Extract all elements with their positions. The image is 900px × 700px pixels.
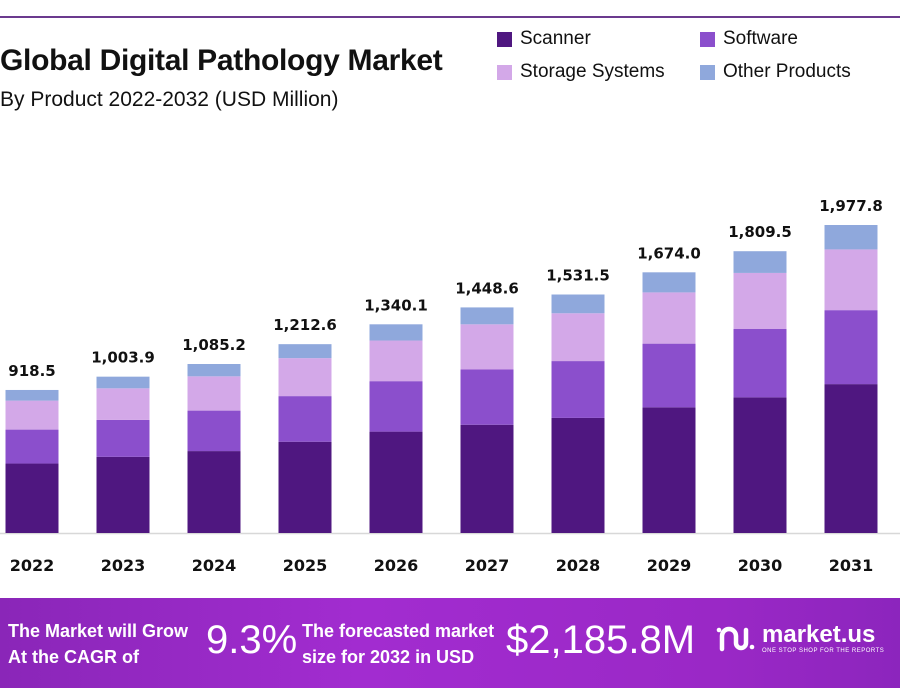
bar-total-label: 1,674.0 (637, 244, 701, 262)
bar-segment-other-products-2022 (5, 389, 59, 401)
bar-segment-scanner-2030 (733, 397, 787, 533)
bar-segment-storage-systems-2022 (5, 400, 59, 430)
legend-label: Software (723, 28, 798, 49)
bar-segment-other-products-2026 (369, 324, 423, 341)
bar-total-label: 1,212.6 (273, 316, 337, 334)
legend-other-products: Other Products (700, 61, 851, 83)
logo-text: market.us (762, 621, 876, 648)
bar-segment-software-2024 (187, 410, 241, 452)
bar-segment-software-2027 (460, 369, 514, 425)
top-divider (0, 16, 900, 18)
legend-software: Software (700, 28, 798, 50)
bar-segment-software-2030 (733, 328, 787, 398)
bar-segment-storage-systems-2030 (733, 272, 787, 329)
legend-swatch-software (700, 31, 715, 47)
bar-segment-storage-systems-2025 (278, 358, 332, 397)
x-tick-label: 2030 (738, 556, 783, 575)
x-tick-label: 2028 (556, 556, 601, 575)
stacked-bar-chart: 918.5 2022 1,003.9 2023 1,085.2 2024 1,212.6 20… (0, 197, 900, 575)
cagr-value: 9.3% (206, 618, 298, 662)
bar-segment-other-products-2031 (824, 225, 878, 250)
x-tick-label: 2022 (10, 556, 55, 575)
bar-segment-storage-systems-2031 (824, 249, 878, 311)
legend-swatch-other (700, 64, 715, 80)
bar-segment-software-2023 (96, 419, 150, 457)
bar-total-label: 918.5 (8, 362, 55, 380)
cagr-banner: The Market will Grow At the CAGR of 9.3%… (0, 598, 900, 688)
bar-segment-other-products-2029 (642, 272, 696, 293)
bar-segment-other-products-2028 (551, 294, 605, 314)
bar-segment-scanner-2027 (460, 424, 514, 533)
legend-label: Storage Systems (520, 61, 665, 82)
forecast-value: $2,185.8M (506, 618, 696, 662)
bar-segment-other-products-2025 (278, 344, 332, 359)
x-tick-label: 2024 (192, 556, 237, 575)
bar-segment-software-2028 (551, 361, 605, 418)
legend-label: Other Products (723, 61, 851, 82)
bar-segment-software-2026 (369, 381, 423, 432)
x-tick-label: 2027 (465, 556, 510, 575)
bar-total-label: 1,340.1 (364, 296, 428, 314)
banner-line1: The Market will Grow (8, 621, 189, 641)
bar-segment-other-products-2024 (187, 364, 241, 377)
legend-scanner: Scanner (497, 28, 591, 50)
logo-tagline: ONE STOP SHOP FOR THE REPORTS (762, 648, 885, 654)
bar-total-label: 1,977.8 (819, 197, 883, 215)
bar-segment-storage-systems-2024 (187, 376, 241, 411)
bar-total-label: 1,085.2 (182, 336, 246, 354)
legend-label: Scanner (520, 28, 591, 49)
legend-swatch-storage (497, 64, 512, 80)
forecast-line2: size for 2032 in USD (302, 647, 475, 667)
banner-line2: At the CAGR of (8, 647, 139, 667)
legend-swatch-scanner (497, 31, 512, 47)
bar-total-label: 1,531.5 (546, 267, 610, 285)
x-tick-label: 2031 (829, 556, 874, 575)
bar-total-label: 1,448.6 (455, 279, 519, 297)
bar-segment-storage-systems-2026 (369, 340, 423, 382)
bar-total-label: 1,809.5 (728, 223, 792, 241)
bar-segment-software-2025 (278, 396, 332, 442)
bar-segment-scanner-2029 (642, 407, 696, 533)
bar-segment-other-products-2027 (460, 307, 514, 325)
bar-segment-software-2029 (642, 343, 696, 408)
x-tick-label: 2026 (374, 556, 419, 575)
brand-logo: market.us ONE STOP SHOP FOR THE REPORTS (716, 622, 884, 654)
bar-segment-scanner-2031 (824, 384, 878, 533)
bar-segment-storage-systems-2027 (460, 324, 514, 370)
banner-growth-text: The Market will Grow At the CAGR of (8, 618, 188, 670)
bar-segment-other-products-2030 (733, 251, 787, 273)
bar-segment-software-2031 (824, 310, 878, 385)
bar-segment-scanner-2023 (96, 456, 150, 533)
bar-segment-storage-systems-2029 (642, 292, 696, 344)
chart-title: Global Digital Pathology Market (0, 44, 443, 77)
bar-segment-scanner-2022 (5, 463, 59, 533)
x-tick-label: 2025 (283, 556, 328, 575)
bar-segment-scanner-2028 (551, 417, 605, 533)
bar-segment-scanner-2024 (187, 451, 241, 533)
x-tick-label: 2029 (647, 556, 692, 575)
legend-storage-systems: Storage Systems (497, 61, 665, 83)
banner-forecast-text: The forecasted market size for 2032 in U… (302, 618, 494, 670)
x-tick-label: 2023 (101, 556, 146, 575)
bar-segment-scanner-2026 (369, 431, 423, 533)
bar-segment-storage-systems-2028 (551, 313, 605, 362)
bar-total-label: 1,003.9 (91, 349, 155, 367)
bar-segment-software-2022 (5, 429, 59, 464)
forecast-line1: The forecasted market (302, 621, 495, 641)
bar-segment-scanner-2025 (278, 441, 332, 533)
bar-segment-storage-systems-2023 (96, 388, 150, 420)
logo-icon (716, 626, 755, 652)
bar-segment-other-products-2023 (96, 376, 150, 389)
chart-subtitle: By Product 2022-2032 (USD Million) (0, 88, 339, 111)
